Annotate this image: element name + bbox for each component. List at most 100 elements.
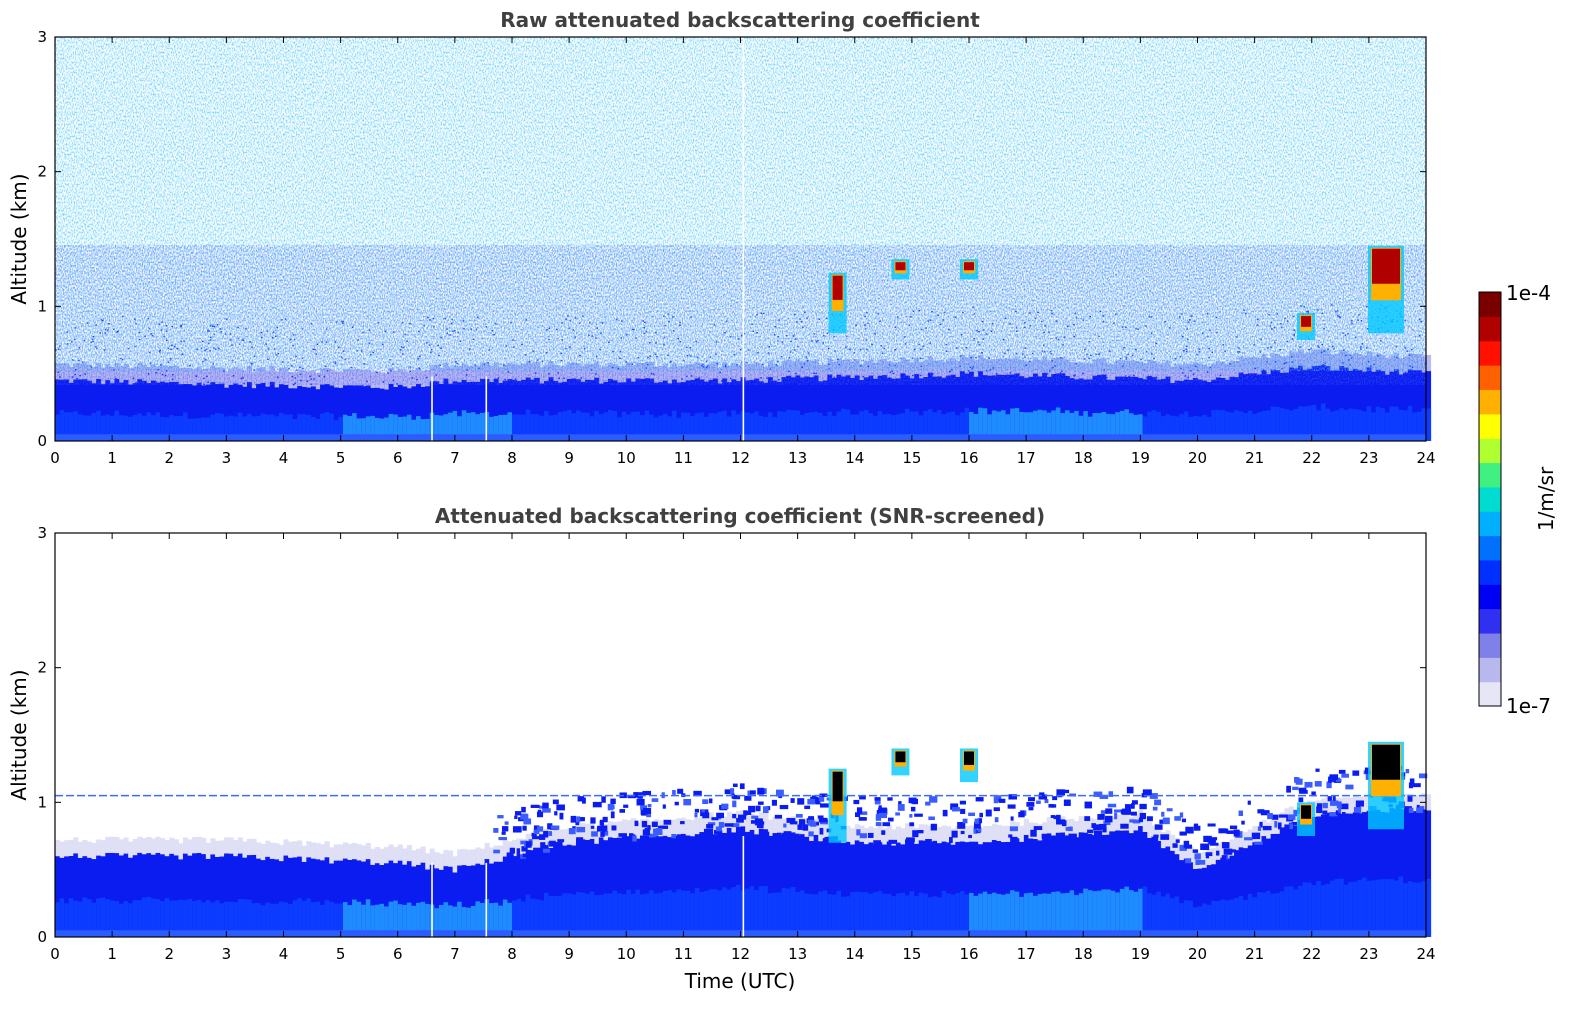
heatmap-cell [751,815,759,819]
heatmap-cell [1165,376,1171,441]
heatmap-cell [1101,374,1107,441]
heatmap-cell [1119,410,1125,441]
heatmap-cell [210,414,216,441]
heatmap-cell [795,834,801,937]
heatmap-cell [1139,803,1147,810]
heatmap-cell [1156,840,1162,937]
heatmap-cell [1161,811,1165,817]
heatmap-cell [910,806,916,812]
heatmap-cell [219,413,225,441]
heatmap-cell [676,382,682,441]
heatmap-cell [224,387,230,441]
heatmap-cell [594,377,600,441]
heatmap-cell [621,894,627,937]
heatmap-cell [674,801,679,806]
heatmap-cell [845,375,851,441]
heatmap-cell [886,377,892,441]
heatmap-cell [1028,838,1034,937]
cloud-core [964,262,974,271]
heatmap-cell [1151,377,1157,441]
heatmap-cell [657,825,664,830]
heatmap-cell [1364,767,1370,774]
heatmap-cell [1068,833,1077,841]
heatmap-cell [1124,830,1130,937]
heatmap-cell [1151,894,1157,937]
heatmap-cell [1326,781,1332,789]
heatmap-cell [96,378,102,441]
heatmap-cell [525,841,532,848]
heatmap-cell [882,844,888,937]
heatmap-cell [1298,406,1304,441]
heatmap-cell [137,900,143,937]
heatmap-cell [909,891,915,937]
heatmap-cell [1375,406,1381,441]
heatmap-cell [68,839,74,856]
heatmap-cell [854,891,860,937]
heatmap-cell [1014,891,1020,937]
data-gaps [431,836,745,937]
heatmap-cell [493,849,500,854]
heatmap-cell [310,858,316,937]
heatmap-cell [1005,841,1011,937]
heatmap-cell [1352,368,1358,441]
heatmap-cell [1188,900,1194,937]
heatmap-cell [763,829,769,937]
heatmap-cell [724,789,734,795]
heatmap-cell [224,853,230,937]
heatmap-cell [859,833,867,839]
heatmap-cell [242,841,248,858]
heatmap-cell [114,379,120,441]
heatmap-cell [644,410,650,441]
y-tick-label: 0 [37,432,47,450]
heatmap-cell [297,840,303,857]
x-axis: 0 1 2 3 4 5 6 7 8 9 10 11 12 13 14 15 16 17 18 19 20 21 22 23 24 [50,533,1436,963]
heatmap-cell [196,899,202,937]
heatmap-cell [1366,880,1372,937]
heatmap-cell [141,415,147,441]
heatmap-cell [1412,882,1418,937]
cloud-features [828,245,1405,340]
heatmap-cell [1247,800,1251,805]
heatmap-cell [493,416,499,441]
heatmap-cell [882,828,888,845]
heatmap-cell [1257,809,1265,814]
heatmap-cell [1371,880,1377,937]
heatmap-cell [1345,784,1354,790]
heatmap-cell [968,834,972,839]
heatmap-cell [813,375,819,441]
heatmap-cell [1046,833,1052,937]
heatmap-cell [205,900,211,937]
heatmap-cell [1426,371,1432,441]
heatmap-cell [1032,373,1039,441]
heatmap-cell [1362,812,1368,937]
heatmap-cell [384,906,390,937]
heatmap-cell [214,412,221,441]
x-tick-label: 20 [1188,945,1207,963]
heatmap-cell [55,856,61,937]
heatmap-cell [706,824,714,829]
heatmap-cell [1322,802,1328,809]
heatmap-cell [758,381,764,441]
heatmap-cell [623,804,629,808]
heatmap-cell [443,902,449,937]
heatmap-cell [438,415,444,441]
heatmap-cell [306,857,312,937]
heatmap-cell [507,412,513,441]
heatmap-cell [86,841,93,858]
heatmap-cell [1083,411,1089,441]
heatmap-cell [858,817,867,821]
heatmap-cell [726,416,732,441]
heatmap-cell [228,837,234,854]
x-tick-label: 21 [1245,945,1264,963]
heatmap-cell [557,382,563,441]
heatmap-cell [1384,812,1390,937]
heatmap-cell [523,818,532,825]
heatmap-cell [1064,375,1071,441]
heatmap-cell [1202,903,1208,937]
heatmap-cell [324,857,330,937]
heatmap-cell [662,413,668,441]
heatmap-cell [1243,374,1249,441]
heatmap-cell [114,836,120,854]
heatmap-cell [1291,821,1298,826]
